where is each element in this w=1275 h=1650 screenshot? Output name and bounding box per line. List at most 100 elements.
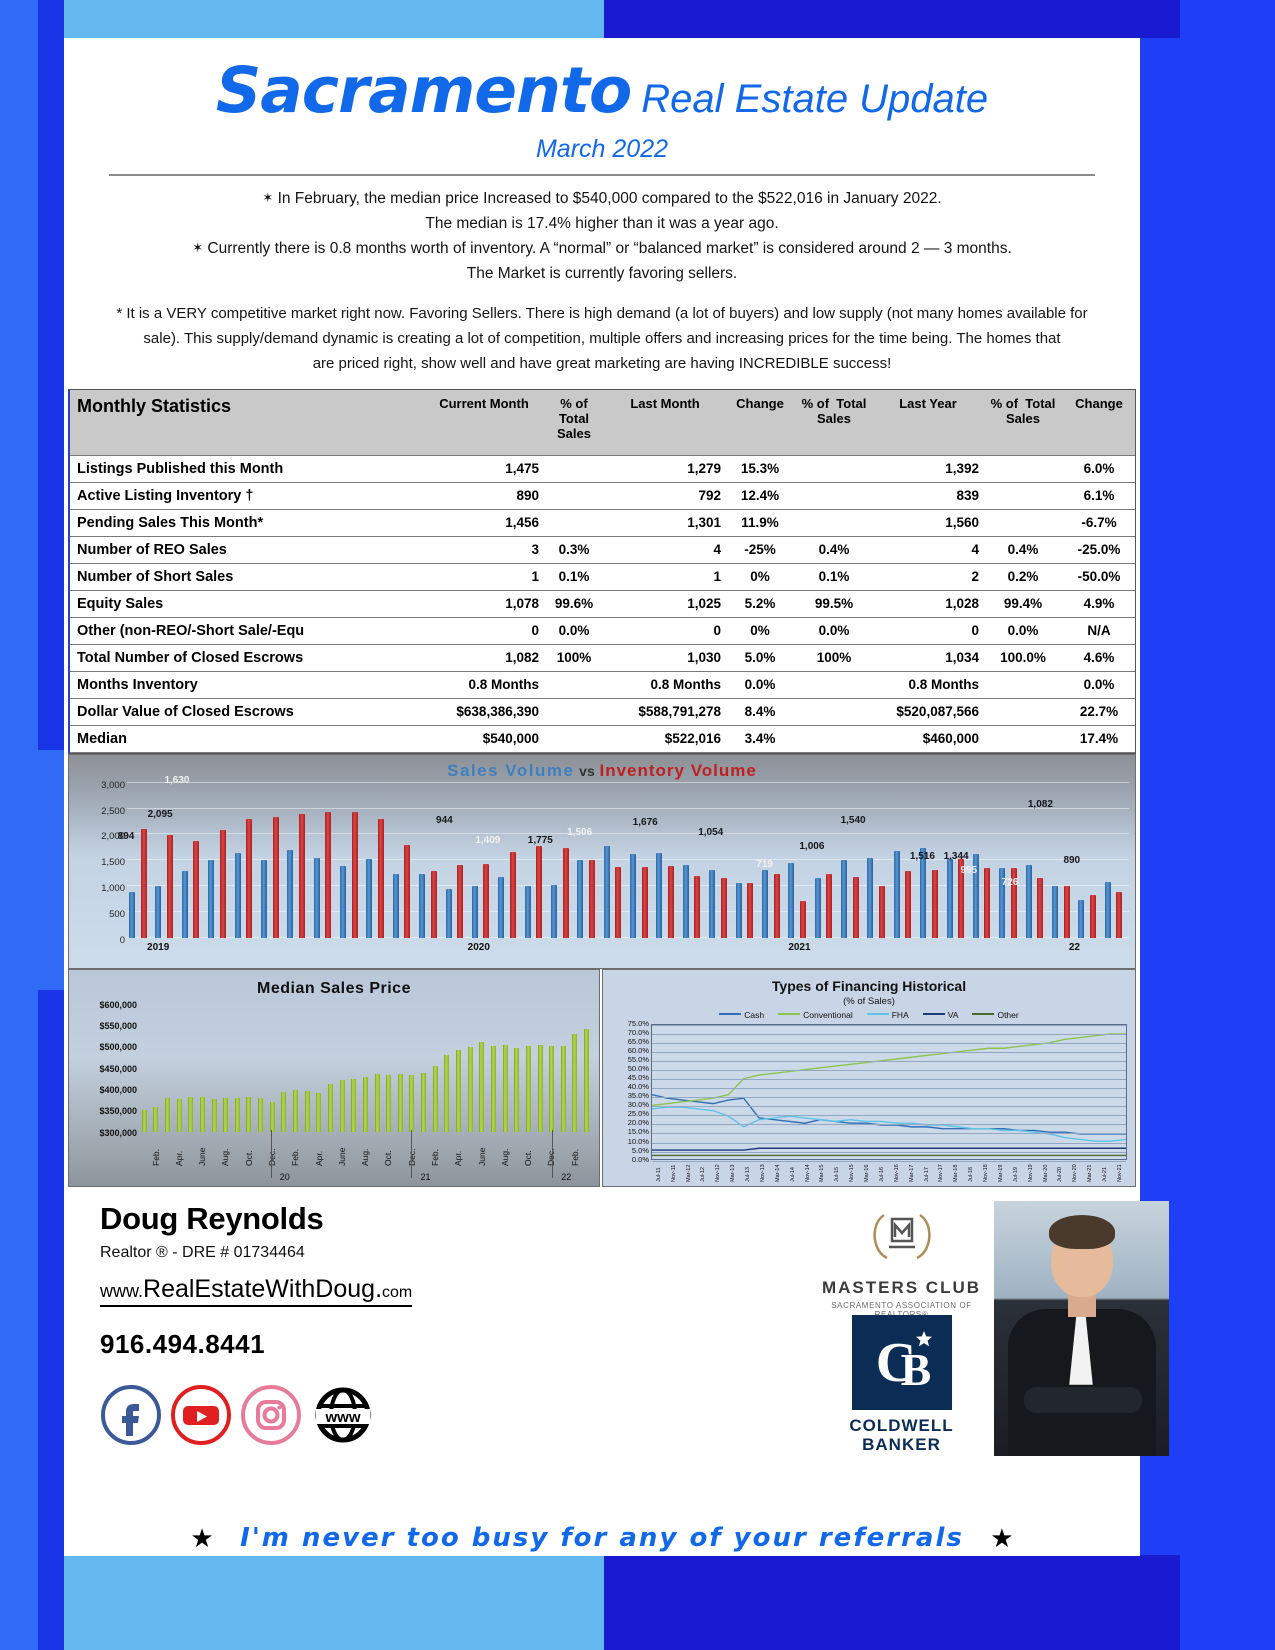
cell-last-month: 1,279 xyxy=(605,454,725,483)
cell-pct-2 xyxy=(795,454,873,483)
header-divider xyxy=(109,174,1095,176)
bar-group xyxy=(417,783,443,938)
cell-last-year: 4 xyxy=(873,535,983,564)
agent-photo xyxy=(994,1200,1169,1456)
inventory-bar xyxy=(641,866,648,938)
instagram-icon[interactable] xyxy=(240,1384,302,1446)
lbl: Listings Published this Month xyxy=(70,454,425,483)
bullet-text-3: Currently there is 0.8 months worth of i… xyxy=(207,240,1012,258)
sales-bar xyxy=(366,859,373,938)
cell-pct-2 xyxy=(795,508,873,537)
cell-change-1: 3.4% xyxy=(725,724,795,753)
tagline-text: I'm never too busy for any of your refer… xyxy=(240,1523,964,1554)
msp-x-axis: Feb. Apr. June Aug. Oct. Dec. Feb. Apr. June Aug.… xyxy=(139,1129,593,1186)
fin-series-va xyxy=(652,1148,1126,1150)
top-band-dark xyxy=(604,0,1180,38)
fin-title: Types of Financing Historical xyxy=(771,977,967,994)
fin-gridline xyxy=(652,1042,1126,1044)
inventory-bar xyxy=(668,865,675,938)
col-pct-total-sales-1: % of Total Sales xyxy=(543,389,605,456)
bottom-band-light xyxy=(64,1555,604,1650)
fin-x-tick: Jul-16 xyxy=(878,1166,885,1182)
price-bar xyxy=(223,1097,229,1132)
sales-bar xyxy=(603,845,610,938)
fin-y-tick: 10.0% xyxy=(627,1136,649,1146)
fin-x-tick: Jul-21 xyxy=(1102,1166,1108,1182)
cell-current-month: $638,386,390 xyxy=(425,697,543,726)
fin-x-tick: Mar-19 xyxy=(997,1164,1004,1182)
sales-bar xyxy=(630,853,637,938)
msp-x-tick: Oct. xyxy=(383,1150,394,1166)
inventory-bar xyxy=(404,844,411,938)
bar-group xyxy=(1050,783,1076,938)
x-tick: 22 xyxy=(1068,941,1080,953)
cell-change-2: -50.0% xyxy=(1063,562,1135,591)
top-band-light xyxy=(64,0,604,38)
cell-pct-1: 0.3% xyxy=(543,535,605,564)
website-domain: RealEstateWithDoug. xyxy=(143,1274,383,1303)
bar-value-label: 1,344 xyxy=(943,850,969,862)
bar-value-label: 1,506 xyxy=(567,826,593,838)
inventory-bar xyxy=(826,874,833,938)
fin-y-tick: 20.0% xyxy=(627,1118,649,1128)
fin-y-tick: 25.0% xyxy=(627,1109,649,1119)
masters-club-emblem-icon xyxy=(872,1213,931,1259)
inventory-bar xyxy=(219,830,226,938)
fin-x-tick: Nov-20 xyxy=(1072,1163,1079,1182)
table-row: Active Listing Inventory † 890 792 12.4% 839… xyxy=(70,481,1135,510)
agent-phone: 916.494.8441 xyxy=(100,1328,266,1359)
fin-gridline xyxy=(652,1051,1126,1053)
cell-pct-3: 99.4% xyxy=(983,589,1063,618)
legend-item-fha: FHA xyxy=(866,1010,909,1020)
fin-x-tick: Nov-13 xyxy=(759,1163,766,1182)
price-bar xyxy=(584,1029,590,1132)
cell-pct-1 xyxy=(543,724,605,753)
price-bar xyxy=(153,1107,159,1132)
cell-change-1: 15.3% xyxy=(725,454,795,483)
bottom-band-dark xyxy=(604,1555,1180,1650)
commentary-line-1: * It is a VERY competitive market right … xyxy=(116,305,1088,323)
bar-value-label: 995 xyxy=(960,864,978,876)
y-tick: 2,000 xyxy=(101,831,125,843)
price-bar xyxy=(409,1074,415,1132)
cell-last-year: 1,560 xyxy=(873,508,983,537)
inventory-bar xyxy=(325,812,332,938)
cell-pct-2: 0.1% xyxy=(795,562,873,591)
cb-monogram-icon: C B xyxy=(875,1330,932,1395)
bar-group xyxy=(259,783,285,938)
price-bar xyxy=(339,1080,345,1132)
fin-x-tick: Mar-17 xyxy=(908,1164,915,1182)
cell-change-1: -25% xyxy=(725,535,795,564)
cell-last-month: 792 xyxy=(605,481,725,510)
cell-current-month: 0 xyxy=(425,616,543,645)
chart-y-axis: 0 500 1,000 1,500 2,000 2,500 3,000 xyxy=(77,780,125,946)
agent-website-link[interactable]: www.RealEstateWithDoug.com xyxy=(100,1274,413,1307)
sales-bar xyxy=(550,885,557,938)
inventory-bar xyxy=(879,885,886,938)
website-www-icon[interactable]: www xyxy=(310,1382,376,1448)
sales-bar xyxy=(656,853,663,938)
star-icon-left: ★ xyxy=(190,1522,214,1553)
youtube-icon[interactable] xyxy=(170,1384,232,1446)
agent-credentials: Realtor ® - DRE # 01734464 xyxy=(100,1243,305,1261)
price-bar xyxy=(269,1101,275,1132)
cb-line2: BANKER xyxy=(862,1434,941,1454)
agent-name: Doug Reynolds xyxy=(100,1200,324,1236)
cell-pct-3: 0.2% xyxy=(983,562,1063,591)
website-tld: com xyxy=(382,1283,413,1301)
fin-x-tick: Jul-13 xyxy=(745,1166,751,1182)
bar-value-label: 719 xyxy=(756,858,773,870)
msp-plot-area xyxy=(139,1004,593,1132)
bar-group xyxy=(1076,783,1102,938)
gridline xyxy=(127,910,1129,912)
chart-title-inventory: Inventory Volume xyxy=(599,760,757,780)
price-bar xyxy=(362,1077,368,1132)
fin-x-tick: Jul-14 xyxy=(789,1166,796,1182)
msp-year-label: 22 xyxy=(561,1171,572,1182)
facebook-icon[interactable] xyxy=(100,1384,162,1446)
bar-group xyxy=(971,783,997,938)
y-tick: 1,000 xyxy=(101,883,125,895)
cell-change-2: -25.0% xyxy=(1063,535,1135,564)
price-bar xyxy=(293,1090,299,1132)
cell-pct-1 xyxy=(543,508,605,537)
